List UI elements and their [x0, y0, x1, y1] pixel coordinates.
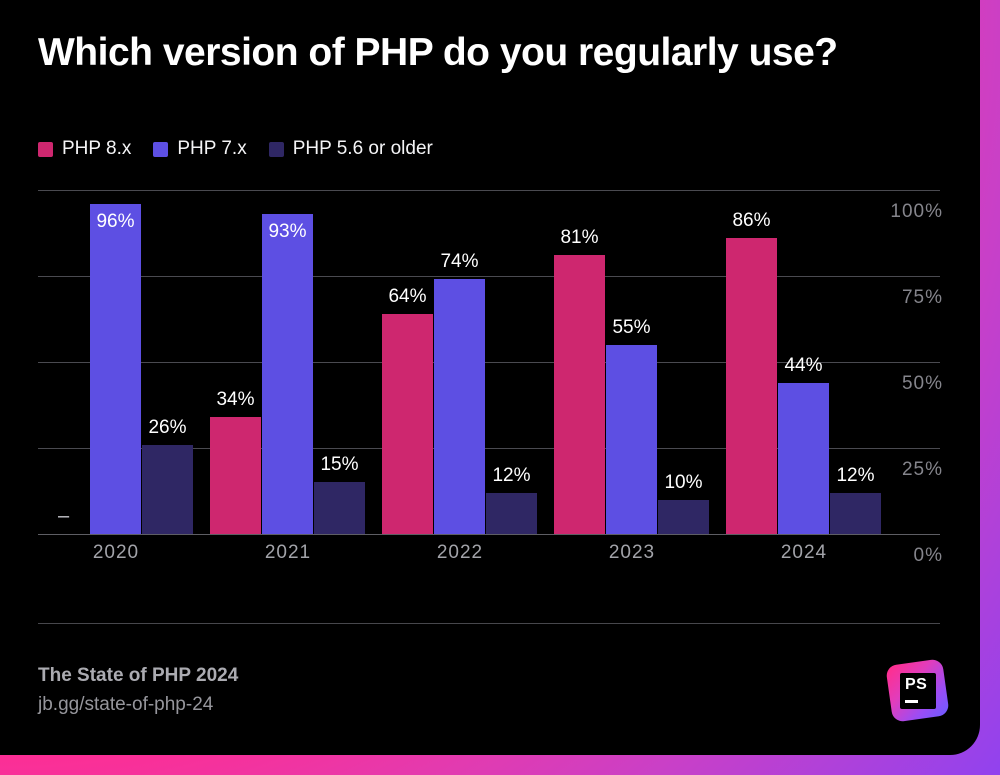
legend-item: PHP 7.x — [153, 138, 247, 160]
y-tick-label: 75% — [901, 287, 943, 308]
phpstorm-logo-box: PS — [900, 673, 936, 709]
bar-value-label: 15% — [320, 454, 359, 476]
bar-value-label: 96% — [96, 210, 135, 232]
bar-value-label: 81% — [560, 227, 599, 249]
phpstorm-logo-underscore-icon — [905, 700, 918, 703]
legend-item: PHP 5.6 or older — [268, 138, 433, 160]
footer-url: jb.gg/state-of-php-24 — [38, 694, 214, 715]
footer-divider — [38, 623, 940, 624]
y-tick-label: 25% — [901, 459, 943, 480]
x-tick-label: 2022 — [436, 542, 484, 563]
bar — [606, 344, 657, 534]
bar-value-label: 74% — [440, 251, 479, 273]
bar — [658, 499, 709, 534]
y-tick-label: 100% — [890, 201, 943, 222]
x-tick-label: 2023 — [608, 542, 656, 563]
y-tick-label: 0% — [913, 545, 943, 566]
bar — [90, 203, 141, 534]
x-tick-label: 2021 — [264, 542, 312, 563]
legend-label: PHP 8.x — [62, 138, 132, 159]
bar — [726, 238, 777, 534]
legend-label: PHP 5.6 or older — [292, 138, 433, 159]
legend: PHP 8.x PHP 7.x PHP 5.6 or older — [38, 138, 455, 160]
bar — [142, 444, 193, 534]
bar-value-label: 12% — [492, 464, 531, 486]
bar-value-label: 86% — [732, 210, 771, 232]
y-tick-label: 50% — [901, 373, 943, 394]
bar-value-label: 34% — [216, 389, 255, 411]
plot-area: 100% 75% 50% 25% 0% 2020 – 96% 26% 2021 34% 93% 15% 2… — [38, 190, 943, 566]
bar-value-label: 26% — [148, 416, 187, 438]
chart-title: Which version of PHP do you regularly us… — [38, 31, 838, 74]
legend-swatch-icon — [153, 141, 169, 157]
bar — [210, 417, 261, 534]
bar — [262, 214, 313, 534]
bar — [434, 279, 485, 534]
x-tick-label: 2024 — [780, 542, 828, 563]
bar — [314, 482, 365, 534]
bar — [778, 382, 829, 534]
bar — [382, 313, 433, 534]
x-tick-label: 2020 — [92, 542, 140, 563]
phpstorm-logo-monogram: PS — [905, 676, 928, 693]
legend-label: PHP 7.x — [177, 138, 247, 159]
bar — [554, 255, 605, 534]
legend-swatch-icon — [38, 141, 53, 157]
chart-card: Which version of PHP do you regularly us… — [0, 0, 980, 755]
footer-title: The State of PHP 2024 — [38, 665, 239, 686]
bar-value-label: 93% — [268, 221, 307, 243]
gridline — [38, 190, 940, 191]
legend-swatch-icon — [268, 141, 284, 157]
gridline — [38, 276, 940, 277]
gridline — [38, 448, 940, 449]
legend-item: PHP 8.x — [38, 138, 131, 160]
phpstorm-logo-icon: PS — [885, 658, 950, 723]
bar-value-label: 10% — [664, 471, 703, 493]
gridline — [38, 534, 940, 535]
bar — [830, 492, 881, 534]
missing-value-marker: – — [57, 505, 70, 527]
bar-value-label: 64% — [388, 285, 427, 307]
gridline — [38, 362, 940, 363]
bar-value-label: 55% — [612, 316, 651, 338]
bar-value-label: 12% — [836, 464, 875, 486]
bar-value-label: 44% — [784, 354, 823, 376]
bar — [486, 492, 537, 534]
